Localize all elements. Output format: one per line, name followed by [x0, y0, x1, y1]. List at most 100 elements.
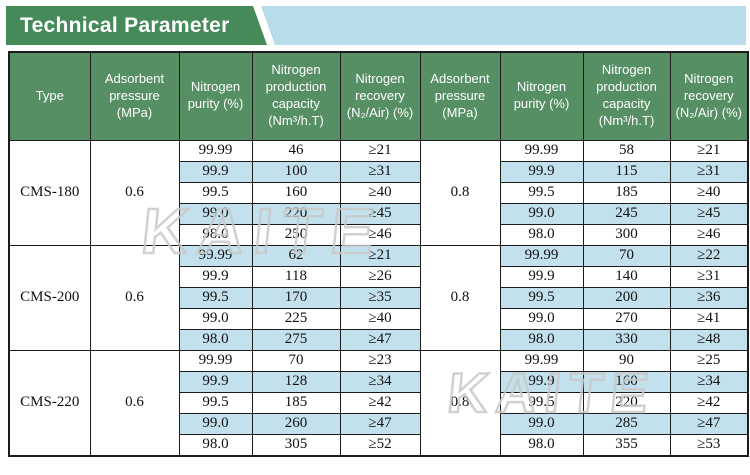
capacity-cell: 185 [582, 181, 671, 204]
capacity-cell: 185 [251, 391, 341, 414]
pressure-cell: 0.8 [419, 349, 501, 456]
table-row: 99.0 220 ≥45 99.0 245 ≥45 [9, 202, 749, 225]
header-recovery-right: Nitrogen recovery (N₂/Air) (%) [669, 51, 749, 141]
recovery-cell: ≥46 [339, 223, 421, 246]
capacity-cell: 46 [251, 139, 341, 162]
capacity-cell: 58 [582, 139, 671, 162]
technical-parameter-table: Type Adsorbent pressure (MPa) Nitrogen p… [8, 51, 749, 457]
page-title: Technical Parameter [20, 13, 230, 37]
type-cell: CMS-180 [8, 139, 91, 246]
capacity-cell: 170 [251, 286, 341, 309]
recovery-cell: ≥23 [339, 349, 421, 372]
table-row: 98.0 250 ≥46 98.0 300 ≥46 [9, 223, 749, 246]
capacity-cell: 355 [582, 433, 671, 456]
header-purity-right: Nitrogen purity (%) [499, 51, 584, 141]
recovery-cell: ≥34 [669, 370, 749, 393]
recovery-cell: ≥31 [669, 265, 749, 288]
purity-cell: 99.0 [178, 307, 253, 330]
purity-cell: 99.0 [178, 412, 253, 435]
recovery-cell: ≥47 [339, 412, 421, 435]
purity-cell: 99.5 [178, 181, 253, 204]
purity-cell: 99.99 [178, 139, 253, 162]
capacity-cell: 140 [582, 265, 671, 288]
purity-cell: 98.0 [178, 223, 253, 246]
purity-cell: 99.9 [499, 370, 584, 393]
capacity-cell: 70 [251, 349, 341, 372]
table-row: 99.5 170 ≥35 99.5 200 ≥36 [9, 286, 749, 309]
purity-cell: 99.9 [499, 160, 584, 183]
capacity-cell: 225 [251, 307, 341, 330]
type-cell: CMS-200 [8, 244, 91, 351]
recovery-cell: ≥47 [669, 412, 749, 435]
capacity-cell: 90 [582, 349, 671, 372]
purity-cell: 98.0 [499, 223, 584, 246]
pressure-cell: 0.6 [89, 244, 180, 351]
header-capacity-left: Nitrogen production capacity (Nm³/h.T) [251, 51, 341, 141]
recovery-cell: ≥40 [339, 181, 421, 204]
recovery-cell: ≥35 [339, 286, 421, 309]
recovery-cell: ≥34 [339, 370, 421, 393]
capacity-cell: 245 [582, 202, 671, 225]
purity-cell: 98.0 [178, 433, 253, 456]
recovery-cell: ≥21 [339, 139, 421, 162]
capacity-cell: 250 [251, 223, 341, 246]
table-row: CMS-180 0.6 99.99 46 ≥21 0.8 99.99 58 ≥21 [8, 139, 749, 246]
purity-cell: 98.0 [178, 328, 253, 351]
capacity-cell: 330 [582, 328, 671, 351]
recovery-cell: ≥36 [669, 286, 749, 309]
table-body: CMS-180 0.6 99.99 46 ≥21 0.8 99.99 58 ≥21 99.9 100… [8, 139, 749, 456]
header-pressure-right: Adsorbent pressure (MPa) [419, 51, 501, 141]
recovery-cell: ≥46 [669, 223, 749, 246]
recovery-cell: ≥42 [669, 391, 749, 414]
capacity-cell: 220 [251, 202, 341, 225]
recovery-cell: ≥42 [339, 391, 421, 414]
capacity-cell: 300 [582, 223, 671, 246]
header-type: Type [8, 51, 91, 141]
purity-cell: 98.0 [499, 328, 584, 351]
title-banner: Technical Parameter [6, 6, 746, 45]
capacity-cell: 160 [251, 181, 341, 204]
table-row: 99.5 185 ≥42 99.5 220 ≥42 [9, 391, 749, 414]
purity-cell: 99.0 [178, 202, 253, 225]
purity-cell: 99.99 [178, 244, 253, 267]
table-row: 99.9 128 ≥34 99.9 160 ≥34 [9, 370, 749, 393]
purity-cell: 99.9 [178, 370, 253, 393]
table-row: 99.0 225 ≥40 99.0 270 ≥41 [9, 307, 749, 330]
purity-cell: 99.99 [178, 349, 253, 372]
purity-cell: 99.0 [499, 307, 584, 330]
pressure-cell: 0.6 [89, 139, 180, 246]
capacity-cell: 305 [251, 433, 341, 456]
purity-cell: 99.99 [499, 244, 584, 267]
purity-cell: 99.0 [499, 412, 584, 435]
recovery-cell: ≥40 [669, 181, 749, 204]
header-recovery-left: Nitrogen recovery (N₂/Air) (%) [339, 51, 421, 141]
capacity-cell: 160 [582, 370, 671, 393]
capacity-cell: 285 [582, 412, 671, 435]
table-row: 98.0 275 ≥47 98.0 330 ≥48 [9, 328, 749, 351]
capacity-cell: 100 [251, 160, 341, 183]
recovery-cell: ≥47 [339, 328, 421, 351]
capacity-cell: 118 [251, 265, 341, 288]
recovery-cell: ≥25 [669, 349, 749, 372]
table-header: Type Adsorbent pressure (MPa) Nitrogen p… [8, 51, 749, 141]
header-capacity-right: Nitrogen production capacity (Nm³/h.T) [582, 51, 671, 141]
purity-cell: 99.99 [499, 139, 584, 162]
recovery-cell: ≥45 [669, 202, 749, 225]
purity-cell: 99.5 [499, 391, 584, 414]
pressure-cell: 0.6 [89, 349, 180, 456]
header-purity-left: Nitrogen purity (%) [178, 51, 253, 141]
table-row: 99.5 160 ≥40 99.5 185 ≥40 [9, 181, 749, 204]
recovery-cell: ≥45 [339, 202, 421, 225]
purity-cell: 99.9 [178, 265, 253, 288]
title-banner-green: Technical Parameter [6, 6, 267, 45]
recovery-cell: ≥31 [669, 160, 749, 183]
purity-cell: 99.5 [499, 181, 584, 204]
table-row: 99.9 118 ≥26 99.9 140 ≥31 [9, 265, 749, 288]
capacity-cell: 115 [582, 160, 671, 183]
type-cell: CMS-220 [8, 349, 91, 456]
purity-cell: 99.5 [178, 391, 253, 414]
title-banner-strip [261, 6, 746, 45]
capacity-cell: 70 [582, 244, 671, 267]
capacity-cell: 128 [251, 370, 341, 393]
